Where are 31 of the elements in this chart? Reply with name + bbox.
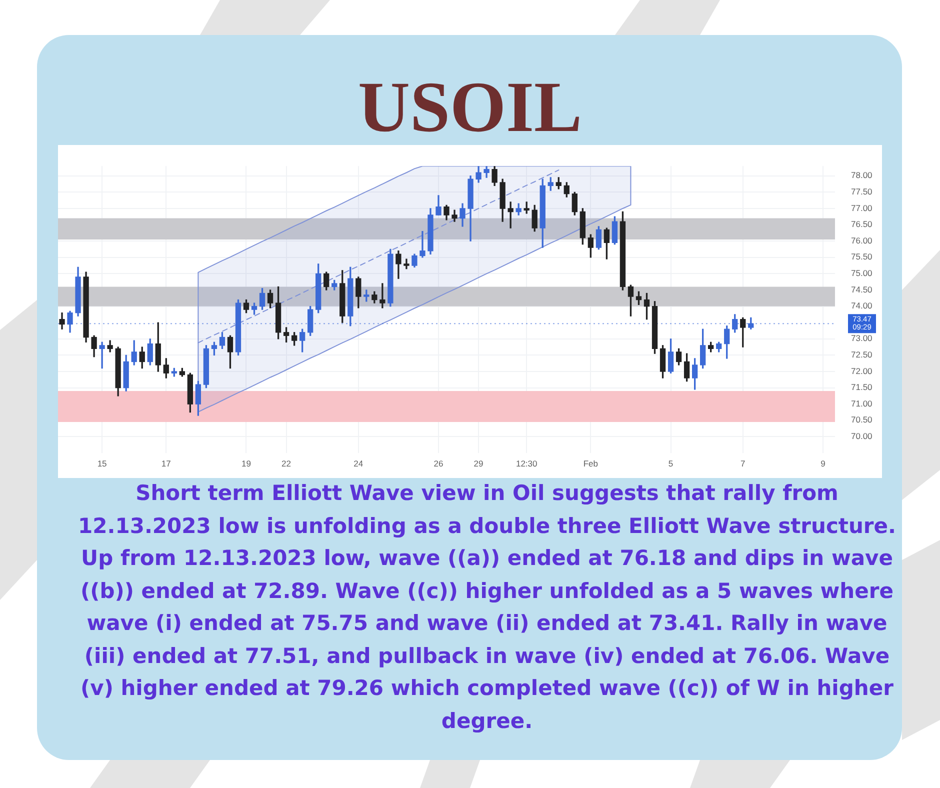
x-tick-label: 29: [474, 458, 484, 468]
x-tick-label: 26: [434, 458, 444, 468]
x-tick-label: 7: [740, 458, 746, 468]
y-tick-label: 78.00: [851, 170, 873, 180]
y-tick-label: 76.50: [851, 219, 873, 230]
y-tick-label: 74.50: [851, 284, 873, 294]
text: Short term Elliott Wave view in Oil suggests that rally from 12.13.2023 low is unfolding as a double three Elliott Wave structure. Up from 12.13.2023 low, wave ((a)) ended at 76.18 and dips in wave ((b)) ended at 72.89. Wave ((c)) higher unfolded as a 5 waves where wave (i) ended at 75.75 and wave (ii) ended at 73.41. Rally in wave (iii) ended at 77.51, and pullback in wave (iv) ended at 76.06. Wave (v) higher ended at 79.26 which completed wave ((c)) of W in higher degree.: [77, 480, 897, 734]
y-tick-label: 75.50: [851, 252, 873, 262]
x-tick-label: 9: [820, 458, 826, 468]
y-tick-label: 70.00: [851, 431, 873, 442]
y-tick-label: 77.50: [851, 186, 873, 197]
y-tick-label: 74.00: [851, 300, 873, 311]
x-tick-label: 17: [161, 458, 172, 468]
y-tick-label: 72.50: [851, 350, 873, 360]
x-tick-label: 5: [668, 458, 674, 468]
x-tick-label: 12:30: [516, 458, 538, 468]
y-tick-label: 77.00: [851, 202, 873, 213]
x-tick-label: 19: [242, 458, 252, 468]
x-tick-label: Feb: [583, 458, 598, 468]
y-tick-label: 75.00: [851, 268, 873, 278]
x-tick-label: 24: [354, 458, 364, 468]
y-tick-label: 73.00: [851, 333, 873, 344]
y-tick-label: 71.00: [851, 398, 873, 408]
y-tick-label: 72.00: [851, 366, 873, 376]
line-series: [198, 170, 560, 344]
y-tick-label: 76.00: [851, 235, 873, 246]
y-tick-label: 71.50: [851, 382, 873, 392]
y-tick-label: 70.50: [851, 414, 873, 425]
x-tick-label: 22: [282, 458, 292, 468]
x-tick-label: 15: [97, 458, 108, 468]
chart-title: USOIL: [356, 66, 584, 149]
